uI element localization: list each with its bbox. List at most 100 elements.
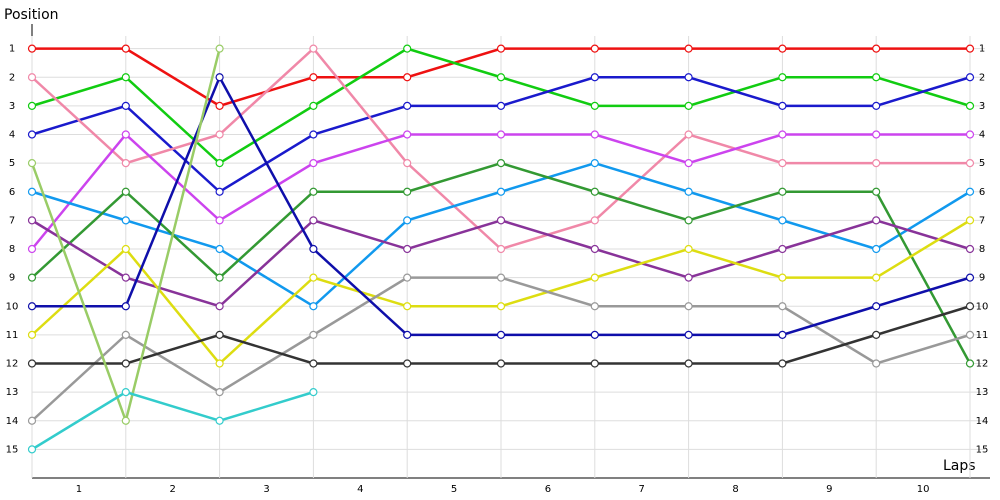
point-marker <box>121 302 130 311</box>
x-tick-label: 5 <box>451 484 457 495</box>
y-tick-label-right: 9 <box>979 273 985 284</box>
point-marker <box>309 130 318 139</box>
y-tick-label: 4 <box>9 130 15 141</box>
point-marker <box>778 302 787 311</box>
point-marker <box>309 216 318 225</box>
point-marker <box>309 359 318 368</box>
y-tick-label: 10 <box>6 301 19 312</box>
point-marker <box>309 302 318 311</box>
point-marker <box>684 101 693 110</box>
point-marker <box>121 388 130 397</box>
y-tick-label-right: 8 <box>979 244 985 255</box>
point-marker <box>872 273 881 282</box>
point-marker <box>215 330 224 339</box>
point-marker <box>872 159 881 168</box>
y-tick-label: 7 <box>9 215 15 226</box>
point-marker <box>496 302 506 311</box>
point-marker <box>965 244 975 254</box>
point-marker <box>403 273 412 282</box>
point-marker <box>121 187 130 196</box>
point-marker <box>872 101 881 110</box>
point-marker <box>590 187 599 196</box>
point-marker <box>403 330 412 339</box>
point-marker <box>215 273 224 282</box>
point-marker <box>215 244 224 254</box>
point-marker <box>403 101 412 110</box>
point-marker <box>778 101 787 110</box>
point-marker <box>965 44 975 53</box>
point-marker <box>27 216 37 225</box>
point-marker <box>27 187 37 196</box>
point-marker <box>403 73 412 82</box>
y-tick-label: 5 <box>9 158 15 169</box>
point-marker <box>403 187 412 196</box>
point-marker <box>496 73 506 82</box>
point-marker <box>965 73 975 82</box>
y-tick-label-right: 5 <box>979 158 985 169</box>
point-marker <box>496 44 506 53</box>
point-marker <box>121 416 130 425</box>
point-marker <box>778 330 787 339</box>
y-tick-label: 2 <box>9 72 15 83</box>
point-marker <box>309 244 318 254</box>
point-marker <box>121 244 130 254</box>
y-tick-label: 13 <box>6 387 19 398</box>
x-tick-label: 1 <box>76 484 82 495</box>
point-marker <box>496 187 506 196</box>
point-marker <box>872 244 881 254</box>
point-marker <box>590 44 599 53</box>
point-marker <box>496 244 506 254</box>
point-marker <box>215 159 224 168</box>
point-marker <box>965 130 975 139</box>
point-marker <box>590 159 599 168</box>
y-tick-label-right: 11 <box>976 330 989 341</box>
point-marker <box>590 216 599 225</box>
point-marker <box>403 244 412 254</box>
point-marker <box>121 359 130 368</box>
point-marker <box>684 216 693 225</box>
point-marker <box>872 216 881 225</box>
y-tick-label: 1 <box>9 44 15 55</box>
x-tick-label: 6 <box>545 484 551 495</box>
point-marker <box>215 101 224 110</box>
y-tick-label: 11 <box>6 330 19 341</box>
point-marker <box>684 359 693 368</box>
y-tick-label: 3 <box>9 101 15 112</box>
point-marker <box>684 187 693 196</box>
point-marker <box>27 302 37 311</box>
point-marker <box>27 130 37 139</box>
point-marker <box>215 187 224 196</box>
point-marker <box>215 388 224 397</box>
point-marker <box>403 359 412 368</box>
x-axis-title: Laps <box>943 458 976 474</box>
point-marker <box>309 187 318 196</box>
x-tick-label: 3 <box>263 484 269 495</box>
y-tick-label-right: 6 <box>979 187 985 198</box>
point-marker <box>215 359 224 368</box>
point-marker <box>778 244 787 254</box>
point-marker <box>872 359 881 368</box>
point-marker <box>590 273 599 282</box>
point-marker <box>309 159 318 168</box>
x-tick-label: 10 <box>917 484 930 495</box>
point-marker <box>27 416 37 425</box>
point-marker <box>684 330 693 339</box>
y-tick-label: 12 <box>6 359 19 370</box>
point-marker <box>27 73 37 82</box>
point-marker <box>27 445 37 454</box>
y-tick-label: 8 <box>9 244 15 255</box>
point-marker <box>121 130 130 139</box>
point-marker <box>496 359 506 368</box>
y-tick-label-right: 4 <box>979 130 985 141</box>
point-marker <box>496 130 506 139</box>
point-marker <box>590 330 599 339</box>
point-marker <box>215 44 224 53</box>
y-tick-label: 9 <box>9 273 15 284</box>
point-marker <box>27 273 37 282</box>
point-marker <box>684 302 693 311</box>
point-marker <box>778 359 787 368</box>
y-tick-label-right: 14 <box>976 416 989 427</box>
x-tick-label: 4 <box>357 484 363 495</box>
y-tick-label: 6 <box>9 187 15 198</box>
point-marker <box>496 330 506 339</box>
